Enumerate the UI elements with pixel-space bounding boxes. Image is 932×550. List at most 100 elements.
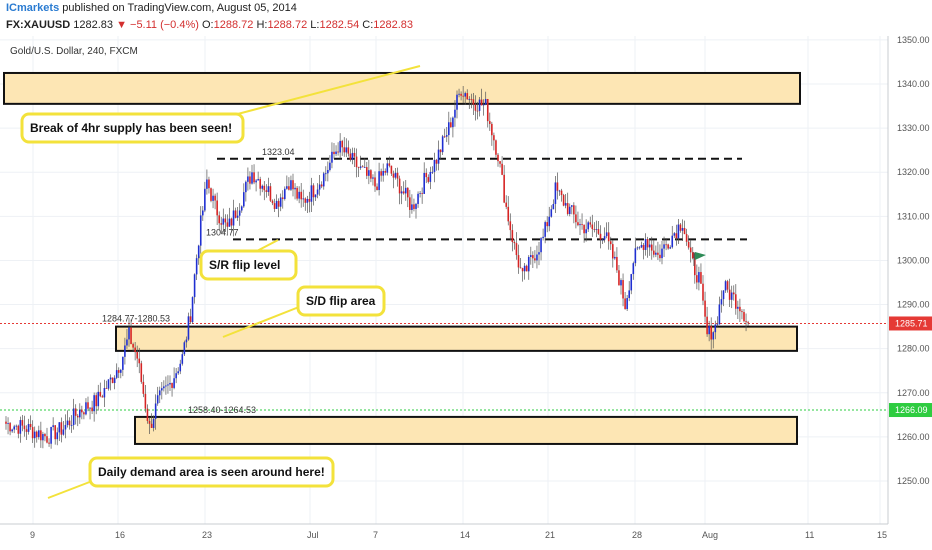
candle-body bbox=[136, 352, 138, 359]
x-tick-label: 15 bbox=[877, 530, 887, 540]
candle-body bbox=[745, 321, 747, 323]
candle-body bbox=[171, 382, 173, 388]
candle-body bbox=[687, 241, 690, 248]
candle-body bbox=[429, 171, 432, 182]
candle-body bbox=[42, 434, 44, 441]
candle-body bbox=[747, 322, 749, 323]
candle-body bbox=[363, 167, 366, 168]
candle-body bbox=[148, 420, 151, 424]
candle-body bbox=[359, 166, 362, 168]
candle-body bbox=[556, 182, 559, 191]
candle-body bbox=[261, 185, 264, 189]
candle-body bbox=[622, 280, 624, 299]
y-tick-label: 1280.00 bbox=[897, 344, 930, 354]
x-tick-label: 9 bbox=[30, 530, 35, 540]
candle-body bbox=[79, 409, 81, 418]
candle-body bbox=[673, 233, 676, 236]
callout-supply-text: Break of 4hr supply has been seen! bbox=[30, 121, 232, 135]
candle-body bbox=[105, 388, 108, 389]
candle-body bbox=[382, 171, 384, 176]
candle-body bbox=[222, 218, 225, 225]
publisher-line: ICmarkets published on TradingView.com, … bbox=[6, 2, 297, 14]
candle-body bbox=[13, 426, 15, 430]
candle-body bbox=[491, 123, 493, 136]
candle-body bbox=[433, 159, 436, 172]
candle-body bbox=[212, 195, 214, 201]
candle-body bbox=[353, 152, 356, 157]
candle-body bbox=[48, 442, 50, 444]
candles-layer bbox=[5, 86, 749, 449]
candle-body bbox=[337, 151, 339, 153]
candle-body bbox=[501, 163, 503, 175]
candle-body bbox=[517, 255, 520, 268]
candle-body bbox=[415, 203, 417, 209]
candle-body bbox=[331, 151, 333, 163]
y-tick-label: 1310.00 bbox=[897, 211, 930, 221]
candle-body bbox=[40, 430, 42, 441]
candle-body bbox=[607, 232, 610, 242]
candle-body bbox=[542, 236, 544, 239]
candle-body bbox=[150, 423, 153, 428]
candle-body bbox=[708, 325, 710, 335]
candle-body bbox=[115, 370, 118, 378]
down-arrow-icon: ▼ bbox=[116, 19, 127, 31]
candle-body bbox=[728, 289, 731, 300]
candle-body bbox=[710, 325, 712, 340]
candle-body bbox=[81, 409, 83, 413]
candle-body bbox=[691, 252, 694, 259]
candle-body bbox=[179, 363, 182, 372]
candle-body bbox=[113, 377, 116, 384]
candle-body bbox=[329, 162, 331, 170]
candle-body bbox=[724, 281, 727, 291]
candle-body bbox=[507, 206, 510, 222]
green-level-tag-text: 1266.09 bbox=[895, 405, 928, 415]
candle-body bbox=[419, 193, 421, 194]
published-text: published on TradingView.com, August 05,… bbox=[62, 2, 297, 14]
candle-body bbox=[128, 327, 130, 340]
candle-body bbox=[394, 172, 397, 178]
candle-body bbox=[232, 210, 235, 226]
candle-body bbox=[87, 402, 89, 409]
candle-body bbox=[562, 195, 565, 206]
candle-body bbox=[333, 151, 335, 155]
candle-body bbox=[288, 186, 290, 190]
candle-body bbox=[368, 170, 370, 176]
chart-title: Gold/U.S. Dollar, 240, FXCM bbox=[10, 46, 138, 57]
candle-body bbox=[657, 252, 659, 255]
candle-body bbox=[659, 254, 661, 259]
candle-body bbox=[240, 206, 243, 211]
candle-body bbox=[593, 229, 596, 230]
candle-body bbox=[146, 408, 149, 421]
candle-body bbox=[718, 304, 721, 325]
candle-body bbox=[743, 312, 745, 322]
candle-body bbox=[89, 407, 91, 409]
sd-zone-label: 1284.77-1280.53 bbox=[102, 314, 170, 324]
candle-body bbox=[193, 274, 196, 298]
candle-body bbox=[685, 234, 688, 242]
publisher-name[interactable]: ICmarkets bbox=[6, 2, 60, 14]
candle-body bbox=[316, 189, 319, 195]
candle-body bbox=[636, 247, 639, 249]
candle-body bbox=[741, 311, 743, 313]
candle-body bbox=[199, 215, 202, 246]
candle-body bbox=[7, 423, 9, 424]
candle-body bbox=[548, 216, 551, 227]
candle-body bbox=[347, 147, 350, 154]
candle-body bbox=[532, 255, 534, 259]
candle-body bbox=[534, 258, 536, 261]
candle-body bbox=[236, 215, 239, 218]
candle-body bbox=[273, 203, 276, 209]
symbol-label[interactable]: FX:XAUUSD bbox=[6, 19, 71, 31]
candle-body bbox=[263, 185, 266, 191]
candle-body bbox=[445, 135, 448, 137]
candle-body bbox=[472, 99, 475, 105]
candle-body bbox=[120, 369, 122, 373]
candle-body bbox=[335, 151, 337, 155]
candle-body bbox=[218, 215, 220, 224]
candle-body bbox=[505, 202, 507, 207]
x-tick-label: Aug bbox=[702, 530, 718, 540]
candle-body bbox=[175, 373, 177, 379]
candle-body bbox=[97, 391, 100, 407]
candle-body bbox=[618, 270, 620, 286]
